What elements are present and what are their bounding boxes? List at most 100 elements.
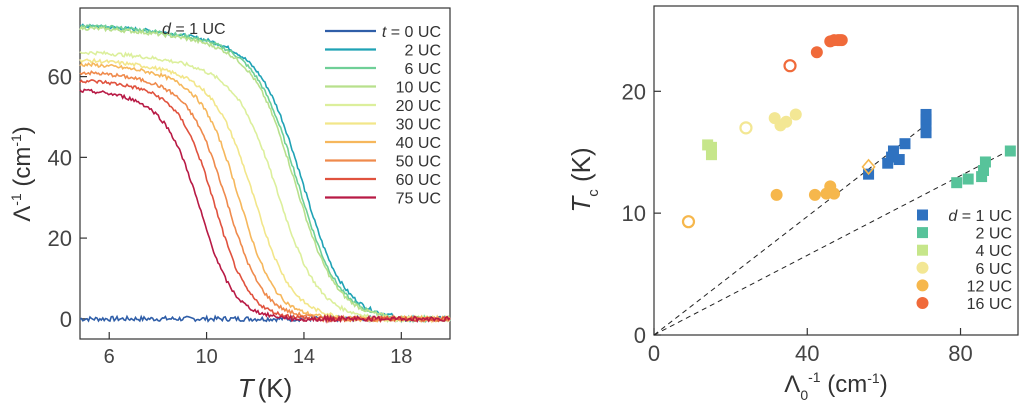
- left-legend-label: 30 UC: [396, 117, 441, 134]
- right-point-square: [976, 171, 988, 183]
- right-y-label-sub: c: [585, 189, 602, 197]
- right-legend-swatch: [916, 261, 929, 274]
- right-legend-label: 4 UC: [976, 243, 1012, 260]
- right-legend-swatch: [916, 279, 929, 292]
- left-annotation-rest: = 1 UC: [171, 21, 226, 38]
- right-point-square: [978, 165, 990, 176]
- right-point-square: [951, 177, 963, 189]
- right-point-circle: [828, 187, 841, 200]
- right-legend-label: d = 1 UC: [948, 208, 1012, 225]
- left-y-label-lambda: Λ: [9, 206, 36, 222]
- left-x-tick-label: 10: [195, 346, 217, 368]
- left-plot-frame: [79, 7, 451, 340]
- left-y-unit-pre: (cm: [9, 147, 36, 194]
- left-x-label-T: T: [238, 373, 256, 403]
- right-legend-swatch: [917, 244, 928, 256]
- right-points: [681, 34, 1016, 229]
- right-x-unit-post: ): [880, 371, 888, 398]
- right-point-square: [705, 149, 717, 161]
- right-x-unit-sup: -1: [867, 370, 880, 386]
- left-legend-label: 2 UC: [405, 43, 441, 60]
- right-legend-swatch: [917, 209, 928, 221]
- left-legend-label: 50 UC: [396, 154, 441, 171]
- right-open-circle: [681, 215, 696, 229]
- left-y-unit-post: ): [9, 126, 36, 134]
- right-y-tick-label: 20: [622, 79, 646, 104]
- left-y-tick-label: 20: [48, 226, 72, 251]
- right-point-square: [920, 127, 932, 139]
- right-point-square: [705, 141, 717, 153]
- right-y-tick-label: 0: [634, 323, 646, 348]
- left-panel: 6 10 14 18 0 20 40 60 d = 1 UC t = 0 UC 2 UC6 UC…: [8, 7, 451, 403]
- right-legend-label: 2 UC: [976, 226, 1012, 243]
- left-x-tick-label: 6: [104, 346, 115, 368]
- curve-50-uc: [79, 70, 451, 324]
- right-y-label-T: T: [566, 195, 596, 213]
- right-point-square: [887, 145, 899, 157]
- right-point-circle: [789, 108, 802, 121]
- left-legend-label: 6 UC: [405, 61, 441, 78]
- right-y-axis-label: Tc (K): [566, 147, 602, 212]
- left-x-tick-label: 18: [390, 346, 412, 368]
- right-point-square: [899, 138, 911, 150]
- left-x-tick-label: 14: [293, 346, 315, 368]
- right-point-circle: [770, 188, 783, 201]
- left-x-axis-label: T (K): [238, 373, 293, 403]
- left-legend-label: 60 UC: [396, 172, 441, 189]
- right-plot-frame: [653, 5, 1019, 336]
- right-open-circle: [739, 121, 753, 135]
- right-point-square: [920, 108, 932, 120]
- right-y-tick-label: 10: [622, 201, 646, 226]
- right-x-tick-label: 0: [648, 341, 660, 366]
- curve-40-uc: [79, 62, 451, 324]
- right-legend-label: 16 UC: [967, 296, 1012, 313]
- left-legend-label: t = 0 UC: [382, 24, 441, 41]
- right-legend-swatch: [916, 297, 929, 309]
- right-point-circle: [780, 115, 793, 128]
- right-axis-ticks: 0 40 80 0 10 20: [622, 79, 973, 366]
- left-legend-label: 20 UC: [396, 98, 441, 115]
- right-point-square: [882, 157, 894, 169]
- right-point-square: [962, 173, 974, 185]
- left-x-label-unit: (K): [258, 373, 293, 403]
- right-point-square: [1004, 145, 1016, 157]
- left-legend-label: 10 UC: [396, 80, 441, 97]
- left-y-unit-sup: -1: [8, 134, 24, 147]
- left-y-label-sup: -1: [8, 193, 24, 206]
- right-y-unit: (K): [566, 147, 596, 189]
- right-open-diamond: [861, 158, 876, 176]
- left-y-tick-label: 40: [48, 145, 72, 170]
- right-x-axis-label: Λ0-1 (cm-1): [784, 369, 887, 403]
- right-legend-label: 6 UC: [976, 261, 1012, 278]
- right-point-circle: [808, 188, 821, 201]
- left-annotation: d = 1 UC: [162, 21, 226, 38]
- left-curves: [79, 23, 451, 324]
- right-dashed-fit-line: [653, 121, 931, 336]
- right-point-square: [920, 119, 932, 131]
- right-x-unit-pre: (cm: [821, 371, 868, 398]
- right-point-circle: [810, 46, 823, 59]
- left-y-axis-label: Λ-1 (cm-1): [8, 126, 36, 222]
- right-point-circle: [835, 34, 848, 47]
- curve-60-uc: [79, 79, 451, 324]
- right-point-square: [979, 156, 991, 168]
- right-legend-label: 12 UC: [967, 278, 1012, 295]
- right-open-circle: [783, 59, 797, 73]
- left-y-tick-label: 0: [60, 307, 72, 332]
- right-point-square: [886, 151, 898, 163]
- right-x-tick-label: 80: [948, 341, 972, 366]
- left-legend-label: 40 UC: [396, 135, 441, 152]
- right-dashed-fit-line: [653, 149, 1011, 336]
- curve-75-uc: [79, 88, 451, 324]
- right-x-label-lambda: Λ: [784, 371, 800, 398]
- left-legend-label: 75 UC: [396, 191, 441, 208]
- right-x-label-sub: 0: [800, 387, 808, 403]
- right-legend-swatch: [917, 227, 928, 239]
- left-axis-ticks: 6 10 14 18 0 20 40 60: [48, 65, 413, 368]
- right-dashed-lines: [653, 121, 1011, 336]
- left-y-tick-label: 60: [48, 65, 72, 90]
- right-x-tick-label: 40: [795, 341, 819, 366]
